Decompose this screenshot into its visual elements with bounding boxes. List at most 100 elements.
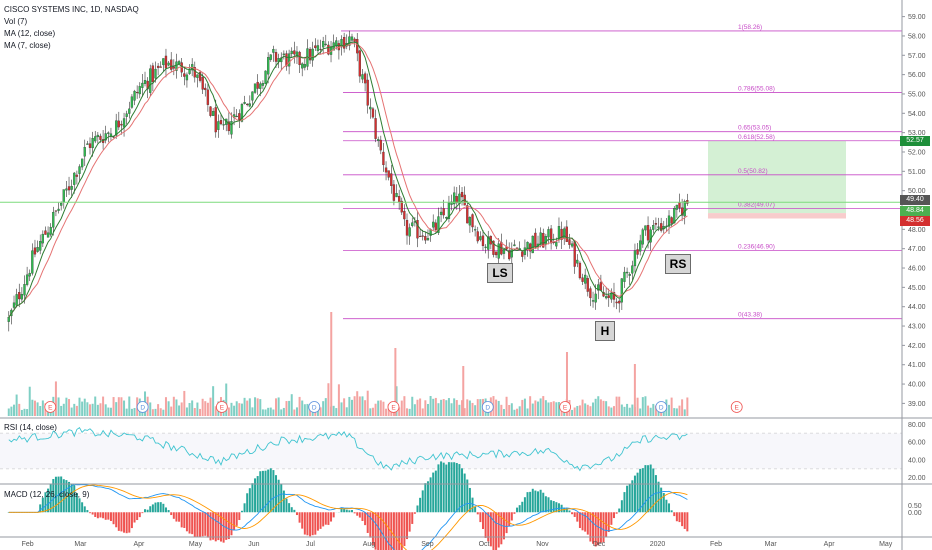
candle[interactable] xyxy=(502,249,506,260)
macd-signal-line[interactable] xyxy=(8,484,688,550)
candle[interactable] xyxy=(185,72,189,88)
candle[interactable] xyxy=(7,311,10,332)
candle[interactable] xyxy=(549,225,553,250)
candle[interactable] xyxy=(607,288,610,307)
candle[interactable] xyxy=(164,48,168,78)
candle[interactable] xyxy=(143,71,147,87)
left-shoulder-label[interactable]: LS xyxy=(487,263,513,283)
candle[interactable] xyxy=(636,242,639,259)
candle[interactable] xyxy=(565,220,568,243)
candle[interactable] xyxy=(390,164,393,194)
rsi-line[interactable] xyxy=(8,427,688,472)
volume-legend[interactable]: Vol (7) xyxy=(4,17,28,26)
candle[interactable] xyxy=(439,206,443,223)
candle[interactable] xyxy=(521,250,524,263)
candle[interactable] xyxy=(602,286,605,298)
candle[interactable] xyxy=(652,220,655,234)
candle[interactable] xyxy=(468,216,472,233)
candle[interactable] xyxy=(358,49,362,83)
candle[interactable] xyxy=(109,127,113,141)
candle[interactable] xyxy=(62,189,65,209)
candle[interactable] xyxy=(201,73,204,94)
candle[interactable] xyxy=(369,98,372,119)
candle[interactable] xyxy=(534,228,537,250)
rsi-legend[interactable]: RSI (14, close) xyxy=(4,423,57,432)
candle[interactable] xyxy=(620,277,624,311)
candle[interactable] xyxy=(162,58,165,72)
candle[interactable] xyxy=(660,217,663,233)
candle[interactable] xyxy=(23,275,26,304)
macd-line[interactable] xyxy=(8,483,688,550)
candle[interactable] xyxy=(460,187,464,206)
candle[interactable] xyxy=(654,217,658,230)
candle[interactable] xyxy=(453,186,456,209)
candle[interactable] xyxy=(631,260,634,280)
candle[interactable] xyxy=(33,239,37,258)
candle[interactable] xyxy=(193,61,196,83)
dividend-icon[interactable]: D xyxy=(308,401,321,413)
candle[interactable] xyxy=(253,83,257,94)
candle[interactable] xyxy=(623,266,626,288)
candle[interactable] xyxy=(618,298,621,313)
candle[interactable] xyxy=(314,38,317,51)
candle[interactable] xyxy=(586,275,589,297)
candle[interactable] xyxy=(222,117,225,130)
candle[interactable] xyxy=(290,47,293,58)
candle[interactable] xyxy=(75,170,79,185)
candle[interactable] xyxy=(392,180,396,206)
candle[interactable] xyxy=(235,109,238,118)
candle[interactable] xyxy=(198,70,202,83)
candle[interactable] xyxy=(31,243,34,276)
candle[interactable] xyxy=(136,85,139,99)
candle[interactable] xyxy=(424,231,427,244)
candle[interactable] xyxy=(306,39,309,71)
candle[interactable] xyxy=(133,89,136,106)
candle[interactable] xyxy=(686,193,689,206)
earnings-icon[interactable]: E xyxy=(215,401,228,413)
candle[interactable] xyxy=(183,67,186,86)
candle[interactable] xyxy=(591,291,595,308)
candle[interactable] xyxy=(395,184,398,198)
candle[interactable] xyxy=(442,199,445,219)
candle[interactable] xyxy=(15,288,18,308)
candle[interactable] xyxy=(374,109,377,143)
candle[interactable] xyxy=(589,286,592,307)
macd-legend[interactable]: MACD (12, 26, close, 9) xyxy=(4,490,90,499)
stop-loss-zone[interactable] xyxy=(708,213,846,219)
candle[interactable] xyxy=(269,54,272,62)
ma12-legend[interactable]: MA (12, close) xyxy=(4,29,56,38)
candle[interactable] xyxy=(39,234,42,255)
candle[interactable] xyxy=(447,195,451,223)
candle[interactable] xyxy=(377,136,380,147)
candle[interactable] xyxy=(159,61,162,68)
candle[interactable] xyxy=(542,228,545,248)
candle[interactable] xyxy=(599,274,603,291)
candle[interactable] xyxy=(117,111,120,131)
ma7-line[interactable] xyxy=(8,41,688,318)
candle[interactable] xyxy=(458,185,461,212)
candle[interactable] xyxy=(214,99,217,138)
ma7-legend[interactable]: MA (7, close) xyxy=(4,41,51,50)
candle[interactable] xyxy=(293,41,296,64)
candle[interactable] xyxy=(138,82,141,99)
candle[interactable] xyxy=(94,130,97,144)
candle[interactable] xyxy=(246,103,249,107)
candle[interactable] xyxy=(36,240,39,253)
candle[interactable] xyxy=(91,131,94,157)
candle[interactable] xyxy=(612,282,616,308)
candle[interactable] xyxy=(673,206,676,224)
candle[interactable] xyxy=(337,40,341,60)
candle[interactable] xyxy=(497,238,500,266)
candle[interactable] xyxy=(518,241,521,251)
candle[interactable] xyxy=(251,91,254,108)
candle[interactable] xyxy=(149,64,152,97)
earnings-icon[interactable]: E xyxy=(730,401,743,413)
candle[interactable] xyxy=(128,101,131,119)
candle[interactable] xyxy=(584,268,587,290)
candle[interactable] xyxy=(560,221,563,249)
candle[interactable] xyxy=(610,288,613,303)
candle[interactable] xyxy=(523,239,527,260)
candle[interactable] xyxy=(96,131,100,144)
candle[interactable] xyxy=(25,266,29,287)
